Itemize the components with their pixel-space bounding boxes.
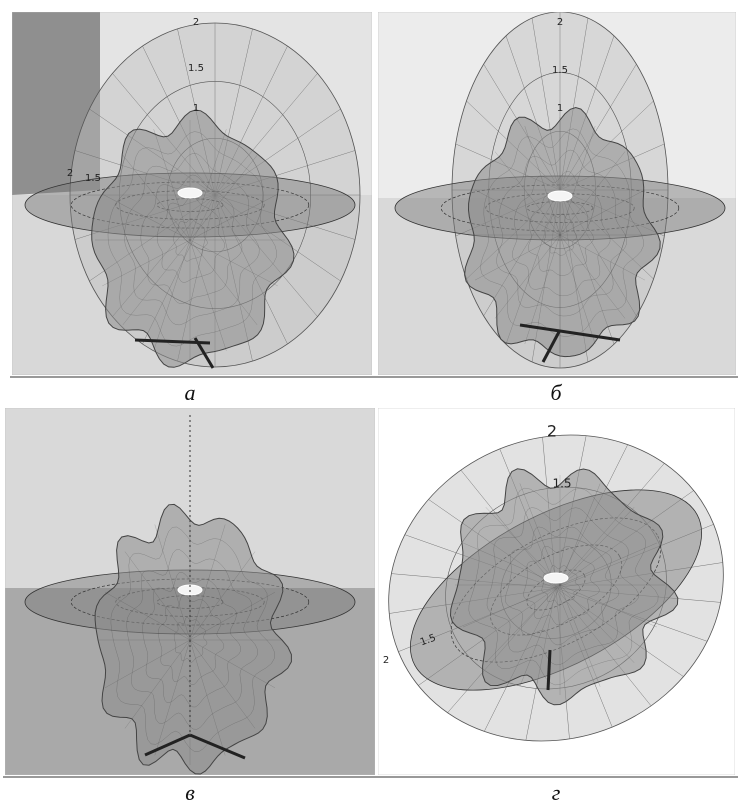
scale-label: 1.5 xyxy=(552,65,568,76)
scale-label: 2 xyxy=(383,655,389,666)
scale-label: 1.5 xyxy=(188,63,204,74)
stand-leg xyxy=(548,650,550,690)
scale-label: 2 xyxy=(67,168,73,179)
scale-label: 1.5 xyxy=(552,477,571,491)
scale-label: 1.5 xyxy=(85,173,101,184)
panel-image xyxy=(5,408,375,775)
scale-label: 1 xyxy=(193,103,199,114)
drone xyxy=(548,191,572,201)
figure: 2 1.5 1 2 1.5 2 1.5 1 2 1.5 1.5 2 а б в … xyxy=(0,0,739,803)
renderings xyxy=(5,12,739,791)
panel-caption: в xyxy=(185,780,195,803)
scale-label: 1 xyxy=(557,103,563,114)
panel-caption: г xyxy=(552,780,561,803)
scale-label: 2 xyxy=(557,17,563,28)
panel-caption: б xyxy=(550,380,562,405)
scale-label: 2 xyxy=(547,422,557,441)
panel-caption: а xyxy=(185,380,196,405)
drone xyxy=(544,573,568,583)
scale-label: 2 xyxy=(193,17,199,28)
panel-image xyxy=(342,385,739,791)
drone xyxy=(178,188,202,198)
